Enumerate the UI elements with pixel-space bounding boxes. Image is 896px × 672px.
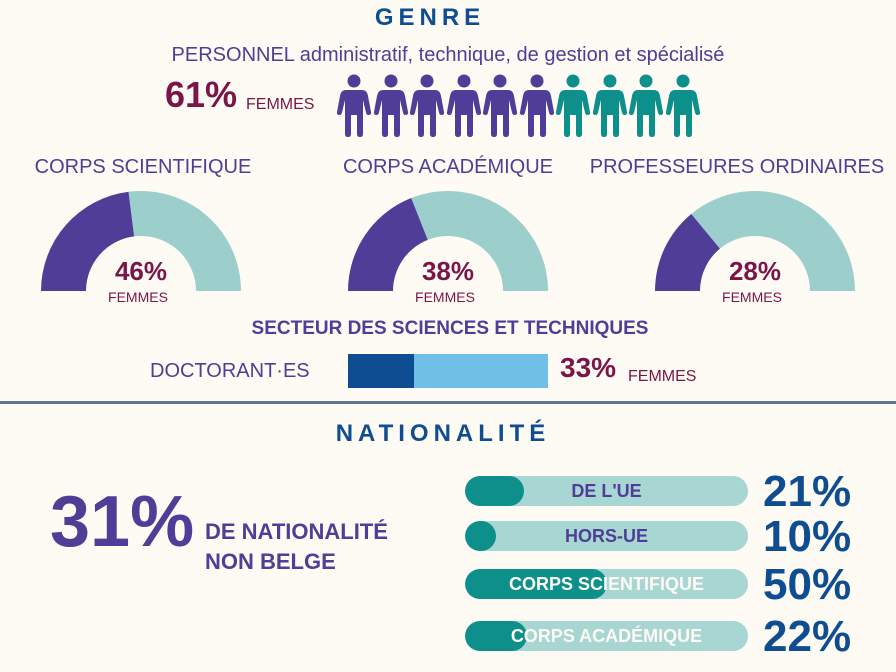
nat-bar-fill-hors-ue: [465, 521, 497, 551]
non-belgian-text-line2: NON BELGE: [205, 549, 336, 574]
person-icon: [665, 74, 700, 137]
staff-subtitle-bold: PERSONNEL: [171, 44, 295, 66]
person-icon: [592, 74, 627, 137]
nat-bar-fill-academique: [465, 621, 528, 651]
person-icon: [409, 74, 445, 137]
nat-bar-ue: DE L'UE: [465, 476, 748, 506]
gauge-label-professeures: FEMMES: [722, 289, 782, 305]
gauge-segment-women: [655, 213, 720, 291]
nat-bar-hors-ue: HORS-UE: [465, 521, 748, 551]
nat-percent-scientifique: 50%: [763, 560, 852, 609]
gauge-segment-other: [411, 191, 548, 291]
non-belgian-percent: 31%: [50, 482, 195, 562]
genre-heading: GENRE: [374, 4, 486, 31]
nat-bar-label-ue: DE L'UE: [571, 481, 642, 501]
nat-bar-scientifique: CORPS SCIENTIFIQUE: [465, 569, 748, 599]
gauge-title-academique: CORPS ACADÉMIQUE: [342, 156, 554, 178]
people-pictogram: [336, 74, 706, 140]
person-icon: [336, 74, 372, 137]
staff-percent: 61%: [165, 74, 238, 115]
staff-subtitle: PERSONNEL administratif, technique, de g…: [0, 44, 896, 67]
doctorants-percent: 33%: [560, 352, 617, 383]
gauge-segment-women: [348, 198, 428, 291]
person-icon: [482, 74, 518, 137]
nat-bar-fill-ue: [465, 476, 525, 506]
gauge-percent-scientifique: 46%: [114, 256, 168, 286]
nat-bar-academique: CORPS ACADÉMIQUE: [465, 621, 748, 651]
person-icon: [519, 74, 554, 137]
gauge-segment-other: [128, 191, 241, 291]
doctorants-label: DOCTORANT·ES: [150, 360, 310, 382]
person-icon: [628, 74, 664, 137]
nat-bar-label-hors-ue: HORS-UE: [564, 526, 648, 546]
doctorants-bar: [348, 354, 548, 388]
gauge-segment-women: [41, 191, 135, 291]
nat-percent-academique: 22%: [763, 612, 852, 661]
nat-bar-label-academique: CORPS ACADÉMIQUE: [510, 626, 703, 646]
nat-percent-ue: 21%: [763, 467, 852, 516]
staff-subtitle-rest: administratif, technique, de gestion et …: [294, 44, 725, 66]
non-belgian-text-line1: DE NATIONALITÉ: [205, 519, 388, 544]
nat-bar-fill-scientifique: [465, 569, 607, 599]
non-belgian-text: DE NATIONALITÉ NON BELGE: [205, 517, 388, 577]
staff-women-label: FEMMES: [246, 96, 315, 113]
section-divider: [0, 401, 896, 404]
doctorants-women-label: FEMMES: [628, 368, 697, 385]
person-icon: [555, 74, 591, 137]
nationalite-heading: NATIONALITÉ: [335, 420, 551, 447]
gauge-academique: [348, 191, 548, 291]
nat-bar-label-scientifique: CORPS SCIENTIFIQUE: [508, 574, 705, 594]
gauge-segment-other: [691, 191, 855, 291]
gauge-label-academique: FEMMES: [415, 289, 475, 305]
person-icon: [373, 74, 408, 137]
doctorants-bar-fill: [348, 354, 414, 388]
gauge-percent-academique: 38%: [421, 256, 475, 286]
gauge-percent-professeures: 28%: [728, 256, 782, 286]
sector-title: SECTEUR DES SCIENCES ET TECHNIQUES: [251, 318, 649, 339]
gauge-scientifique: [41, 191, 241, 291]
person-icon: [446, 74, 481, 137]
gauge-professeures: [655, 191, 855, 291]
gauge-label-scientifique: FEMMES: [108, 289, 168, 305]
nat-percent-hors-ue: 10%: [763, 512, 852, 561]
gauge-title-scientifique: CORPS SCIENTIFIQUE: [34, 156, 252, 178]
gauge-title-professeures: PROFESSEURES ORDINAIRES: [589, 156, 885, 178]
